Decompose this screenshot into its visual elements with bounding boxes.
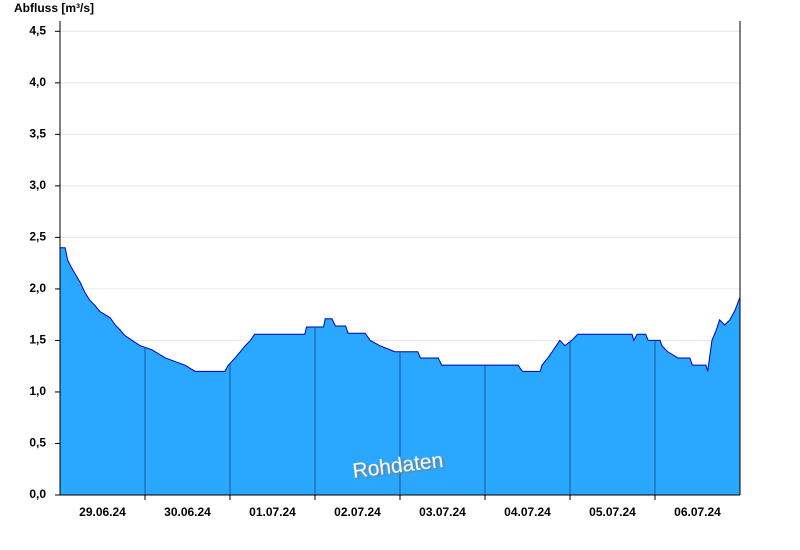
x-tick-label: 01.07.24: [249, 505, 296, 519]
x-tick-label: 06.07.24: [674, 505, 721, 519]
area-outline: [60, 247, 741, 372]
x-tick-label: 03.07.24: [419, 505, 466, 519]
y-tick-label: 2,5: [29, 230, 46, 244]
y-tick-label: 0,5: [29, 436, 46, 450]
chart-title: Abfluss [m³/s]: [14, 1, 94, 15]
y-tick-label: 4,0: [29, 75, 46, 89]
x-tick-label: 30.06.24: [164, 505, 211, 519]
y-tick-label: 1,0: [29, 384, 46, 398]
x-tick-label: 04.07.24: [504, 505, 551, 519]
x-tick-label: 29.06.24: [79, 505, 126, 519]
x-tick-label: 05.07.24: [589, 505, 636, 519]
y-tick-label: 0,0: [29, 487, 46, 501]
y-tick-label: 3,0: [29, 178, 46, 192]
y-tick-label: 1,5: [29, 333, 46, 347]
y-tick-label: 2,0: [29, 281, 46, 295]
y-tick-label: 4,5: [29, 23, 46, 37]
x-tick-label: 02.07.24: [334, 505, 381, 519]
y-tick-label: 3,5: [29, 127, 46, 141]
